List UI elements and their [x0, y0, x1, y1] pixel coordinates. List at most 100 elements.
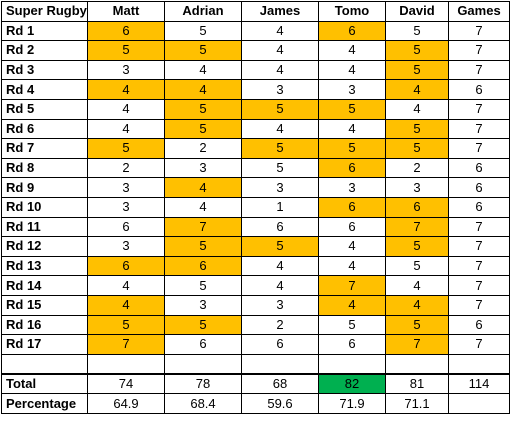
cell[interactable]: 64.9 — [87, 393, 165, 414]
row-label[interactable]: Rd 5 — [1, 98, 88, 120]
cell[interactable]: 7 — [87, 334, 165, 355]
cell[interactable]: 4 — [385, 98, 449, 120]
cell[interactable] — [241, 353, 319, 375]
corner-label[interactable]: Super Rugby — [1, 1, 88, 22]
column-header-tomo[interactable]: Tomo — [318, 1, 386, 22]
cell[interactable]: 7 — [385, 216, 449, 238]
column-header-matt[interactable]: Matt — [87, 1, 165, 22]
cell[interactable]: 82 — [318, 372, 386, 395]
column-header-david[interactable]: David — [385, 1, 449, 22]
cell[interactable]: 4 — [241, 20, 319, 42]
cell[interactable]: 3 — [241, 79, 319, 100]
row-label[interactable]: Rd 4 — [1, 79, 88, 100]
cell[interactable]: 7 — [448, 138, 510, 159]
cell[interactable]: 4 — [385, 294, 449, 316]
cell[interactable]: 4 — [241, 255, 319, 277]
cell[interactable]: 3 — [87, 177, 165, 198]
cell[interactable]: 6 — [318, 20, 386, 42]
cell[interactable]: 7 — [448, 216, 510, 238]
cell[interactable]: 3 — [87, 196, 165, 218]
cell[interactable]: 5 — [241, 138, 319, 159]
row-label[interactable]: Rd 7 — [1, 138, 88, 159]
column-header-james[interactable]: James — [241, 1, 319, 22]
cell[interactable]: 4 — [385, 79, 449, 100]
cell[interactable]: 7 — [385, 334, 449, 355]
row-label[interactable]: Rd 9 — [1, 177, 88, 198]
cell[interactable]: 4 — [241, 118, 319, 140]
cell[interactable]: 6 — [241, 216, 319, 238]
cell[interactable]: 4 — [318, 236, 386, 257]
cell[interactable]: 4 — [241, 59, 319, 81]
cell[interactable]: 5 — [385, 138, 449, 159]
cell[interactable]: 6 — [385, 196, 449, 218]
row-label[interactable]: Rd 16 — [1, 314, 88, 336]
row-label[interactable]: Percentage — [1, 393, 88, 414]
cell[interactable]: 59.6 — [241, 393, 319, 414]
cell[interactable]: 4 — [87, 275, 165, 296]
cell[interactable]: 5 — [385, 255, 449, 277]
cell[interactable]: 3 — [164, 294, 242, 316]
cell[interactable]: 5 — [318, 98, 386, 120]
cell[interactable]: 68.4 — [164, 393, 242, 414]
cell[interactable]: 5 — [164, 236, 242, 257]
cell[interactable]: 4 — [241, 40, 319, 61]
row-label[interactable]: Rd 17 — [1, 334, 88, 355]
row-label[interactable]: Rd 1 — [1, 20, 88, 42]
cell[interactable]: 6 — [164, 334, 242, 355]
row-label[interactable]: Rd 12 — [1, 236, 88, 257]
cell[interactable]: 3 — [164, 157, 242, 179]
cell[interactable]: 5 — [385, 59, 449, 81]
cell[interactable]: 4 — [164, 59, 242, 81]
cell[interactable]: 5 — [164, 98, 242, 120]
cell[interactable]: 6 — [448, 196, 510, 218]
cell[interactable]: 4 — [164, 177, 242, 198]
cell[interactable]: 2 — [164, 138, 242, 159]
cell[interactable]: 7 — [448, 334, 510, 355]
cell[interactable]: 3 — [318, 79, 386, 100]
row-label[interactable] — [1, 353, 88, 375]
cell[interactable]: 7 — [448, 118, 510, 140]
row-label[interactable]: Rd 2 — [1, 40, 88, 61]
cell[interactable]: 5 — [164, 40, 242, 61]
cell[interactable]: 1 — [241, 196, 319, 218]
cell[interactable]: 2 — [385, 157, 449, 179]
cell[interactable]: 7 — [448, 59, 510, 81]
cell[interactable]: 4 — [164, 79, 242, 100]
cell[interactable]: 7 — [448, 294, 510, 316]
cell[interactable]: 2 — [87, 157, 165, 179]
cell[interactable]: 6 — [164, 255, 242, 277]
cell[interactable]: 6 — [448, 314, 510, 336]
cell[interactable]: 6 — [87, 20, 165, 42]
cell[interactable]: 5 — [164, 314, 242, 336]
cell[interactable]: 6 — [87, 216, 165, 238]
cell[interactable]: 3 — [318, 177, 386, 198]
cell[interactable]: 5 — [241, 157, 319, 179]
row-label[interactable]: Rd 10 — [1, 196, 88, 218]
column-header-games[interactable]: Games — [448, 1, 510, 22]
cell[interactable] — [318, 353, 386, 375]
cell[interactable]: 4 — [87, 98, 165, 120]
cell[interactable]: 4 — [87, 118, 165, 140]
cell[interactable]: 6 — [318, 196, 386, 218]
row-label[interactable]: Rd 14 — [1, 275, 88, 296]
cell[interactable]: 6 — [318, 334, 386, 355]
cell[interactable]: 3 — [241, 177, 319, 198]
row-label[interactable]: Total — [1, 372, 88, 395]
cell[interactable]: 3 — [385, 177, 449, 198]
cell[interactable]: 4 — [318, 40, 386, 61]
cell[interactable]: 5 — [87, 138, 165, 159]
row-label[interactable]: Rd 3 — [1, 59, 88, 81]
cell[interactable]: 71.9 — [318, 393, 386, 414]
row-label[interactable]: Rd 6 — [1, 118, 88, 140]
cell[interactable]: 71.1 — [385, 393, 449, 414]
row-label[interactable]: Rd 11 — [1, 216, 88, 238]
cell[interactable]: 81 — [385, 372, 449, 395]
cell[interactable]: 5 — [385, 20, 449, 42]
cell[interactable] — [385, 353, 449, 375]
cell[interactable]: 7 — [448, 236, 510, 257]
cell[interactable]: 4 — [318, 118, 386, 140]
cell[interactable]: 6 — [87, 255, 165, 277]
cell[interactable]: 4 — [385, 275, 449, 296]
cell[interactable]: 6 — [448, 157, 510, 179]
cell[interactable]: 5 — [318, 138, 386, 159]
